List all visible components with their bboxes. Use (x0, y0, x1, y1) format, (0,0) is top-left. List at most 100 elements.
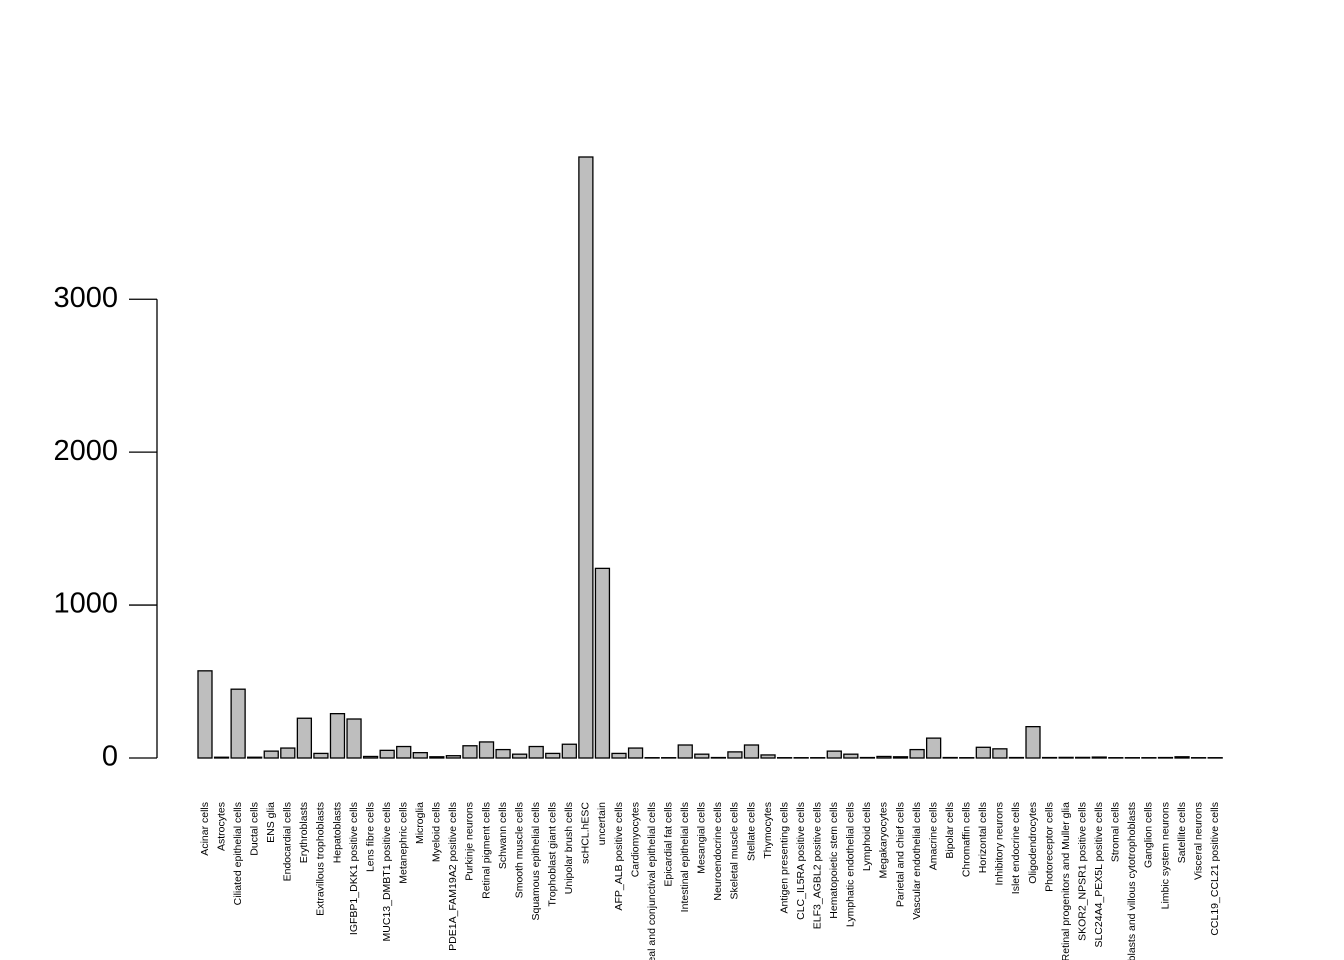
bar (925, 737, 942, 759)
x-tick-label: Lymphoid cells (861, 802, 873, 871)
x-tick-label: Microglia (414, 802, 426, 844)
bar (445, 755, 462, 759)
bar (263, 750, 279, 759)
y-tick-label: 0 (102, 741, 118, 773)
y-tick-label: 3000 (53, 282, 118, 314)
bar (313, 752, 329, 759)
x-tick-label: Unipolar brush cells (563, 802, 575, 894)
x-tick-label: Hepatoblasts (331, 802, 343, 863)
bar (379, 749, 395, 759)
bar (197, 670, 213, 759)
x-tick-label: Skeletal muscle cells (729, 802, 741, 899)
x-tick-label: Smooth muscle cells (513, 802, 525, 898)
x-tick-label: Extravillous trophoblasts (315, 802, 327, 916)
x-tick-label: Metanephric cells (398, 802, 410, 884)
x-tick-label: Corneal and conjunctival epithelial cell… (646, 802, 658, 960)
bar (429, 756, 445, 759)
x-tick-label: PDE1A_FAM19A2 positive cells (447, 802, 459, 951)
bar (561, 743, 577, 759)
bar (760, 754, 776, 759)
x-tick-label: Erythroblasts (298, 802, 310, 863)
x-tick-label: Bipolar cells (944, 802, 956, 859)
bar (909, 748, 925, 759)
y-tick-label: 2000 (53, 435, 118, 467)
bar (611, 752, 627, 759)
x-tick-label: SKOR2_NPSR1 positive cells (1076, 802, 1088, 941)
bar (362, 755, 379, 759)
x-tick-label: uncertain (596, 802, 608, 845)
bar (826, 750, 842, 759)
bar (1058, 756, 1074, 759)
bar (396, 745, 412, 759)
bar (346, 718, 362, 759)
x-tick-label: Vascular endothelial cells (911, 802, 923, 920)
x-tick-label: Satellite cells (1176, 802, 1188, 863)
bar (412, 751, 428, 759)
x-tick-label: Thymocytes (762, 802, 774, 859)
x-tick-label: Parietal and chief cells (894, 802, 906, 907)
x-tick-label: Syncytiotrophoblasts and villous cytotro… (1126, 802, 1138, 960)
bar (992, 748, 1008, 759)
x-tick-label: Mesangial cells (696, 802, 708, 874)
x-tick-label: MUC13_DMBT1 positive cells (381, 802, 393, 941)
x-tick-label: Stromal cells (1110, 802, 1122, 862)
bar (528, 745, 544, 759)
x-tick-label: Retinal pigment cells (480, 802, 492, 899)
x-tick-label: Myeloid cells (431, 802, 443, 862)
x-tick-label: IGFBP1_DKK1 positive cells (348, 802, 360, 935)
x-tick-label: Islet endocrine cells (1010, 802, 1022, 894)
x-tick-label: Inhibitory neurons (994, 802, 1006, 885)
x-tick-label: SLC24A4_PEX5L positive cells (1093, 802, 1105, 948)
x-tick-label: Megakaryocytes (878, 802, 890, 878)
x-tick-label: Lens fibre cells (364, 802, 376, 872)
x-tick-label: Intestinal epithelial cells (679, 802, 691, 912)
x-tick-label: CLC_IL5RA positive cells (795, 802, 807, 920)
bar (627, 747, 644, 759)
bar (462, 745, 478, 759)
bar (511, 753, 528, 759)
bar (495, 748, 511, 759)
x-tick-label: Astrocytes (215, 802, 227, 851)
x-tick-label: Cardiomyocytes (629, 802, 641, 877)
bar (892, 756, 909, 759)
bar (1075, 756, 1091, 759)
x-tick-label: Antigen presenting cells (778, 802, 790, 914)
x-tick-label: Photoreceptor cells (1043, 802, 1055, 892)
bar (280, 747, 296, 759)
x-tick-label: Ductal cells (248, 802, 260, 856)
x-tick-label: Lymphatic endothelial cells (845, 802, 857, 927)
bar (594, 567, 611, 759)
x-tick-label: ENS glia (265, 802, 277, 843)
bar (545, 752, 561, 759)
x-tick-label: scHCL.hESC (580, 802, 592, 864)
x-tick-label: Ciliated epithelial cells (232, 802, 244, 905)
x-tick-label: Trophoblast giant cells (547, 802, 559, 907)
x-tick-label: Purkinje neurons (464, 802, 476, 881)
x-tick-label: Squamous epithelial cells (530, 802, 542, 920)
x-tick-label: Hematopoietic stem cells (828, 802, 840, 919)
y-tick-label: 1000 (53, 588, 118, 620)
bar (578, 156, 594, 759)
bar (1091, 756, 1107, 759)
x-tick-label: Ganglion cells (1143, 802, 1155, 868)
x-tick-label: Oligodendrocytes (1027, 802, 1039, 884)
x-tick-label: Epicardial fat cells (662, 802, 674, 887)
bar (478, 741, 495, 759)
x-tick-label: ELF3_AGBL2 positive cells (812, 802, 824, 929)
bar (213, 756, 230, 759)
x-tick-label: Endocardial cells (282, 802, 294, 881)
bar (694, 753, 710, 759)
bar (727, 751, 743, 759)
x-tick-label: Horizontal cells (977, 802, 989, 873)
x-tick-label: AFP_ALB positive cells (613, 802, 625, 911)
bar (975, 746, 991, 759)
x-tick-label: Chromaffin cells (961, 802, 973, 877)
x-tick-label: Amacrine cells (927, 802, 939, 870)
bar (876, 755, 892, 759)
x-tick-label: Acinar cells (199, 802, 211, 856)
x-tick-label: Visceral neurons (1192, 802, 1204, 880)
bar (743, 744, 760, 759)
bar (296, 717, 313, 759)
